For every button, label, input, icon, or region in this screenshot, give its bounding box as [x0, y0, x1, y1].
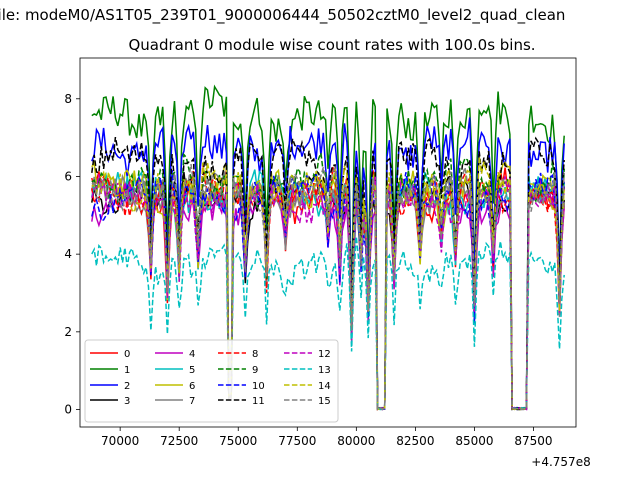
x-tick-label: 72500	[160, 434, 198, 448]
legend-label-6: 6	[189, 381, 195, 392]
series-line-1	[91, 84, 565, 411]
y-tick-label: 4	[64, 247, 72, 261]
axis-ticks: 70000 72500 75000 77500 80000 82500 85000 87500…	[64, 92, 552, 448]
series-line-15	[91, 163, 565, 411]
x-tick-label: 77500	[278, 434, 316, 448]
series-lines	[91, 84, 565, 411]
x-tick-label: 85000	[455, 434, 493, 448]
x-tick-label: 80000	[337, 434, 375, 448]
x-tick-label: 82500	[396, 434, 434, 448]
y-tick-label: 2	[64, 325, 72, 339]
legend-label-14: 14	[318, 381, 331, 392]
legend-label-12: 12	[318, 349, 331, 360]
series-line-13	[91, 236, 565, 411]
x-offset-label: +4.757e8	[531, 455, 590, 469]
legend-label-8: 8	[252, 349, 258, 360]
chart-title: Quadrant 0 module wise count rates with …	[128, 36, 536, 54]
y-tick-label: 8	[64, 92, 72, 106]
legend-label-4: 4	[189, 349, 195, 360]
legend-label-13: 13	[318, 365, 331, 376]
legend-label-5: 5	[189, 365, 195, 376]
legend-box	[84, 339, 339, 423]
legend-label-7: 7	[189, 396, 195, 407]
series-line-12	[91, 174, 565, 411]
legend-label-2: 2	[124, 381, 130, 392]
legend-label-15: 15	[318, 396, 331, 407]
y-tick-label: 6	[64, 169, 72, 183]
legend-label-0: 0	[124, 349, 130, 360]
legend-label-1: 1	[124, 365, 130, 376]
legend-label-10: 10	[252, 381, 265, 392]
legend-label-3: 3	[124, 396, 130, 407]
figure-suptitle: n file: modeM0/AS1T05_239T01_9000006444_…	[0, 6, 566, 24]
legend-label-9: 9	[252, 365, 258, 376]
x-tick-label: 70000	[101, 434, 139, 448]
legend-label-11: 11	[252, 396, 265, 407]
y-tick-label: 0	[64, 403, 72, 417]
x-tick-label: 75000	[219, 434, 257, 448]
axes-frame	[79, 57, 577, 428]
x-tick-label: 87500	[514, 434, 552, 448]
